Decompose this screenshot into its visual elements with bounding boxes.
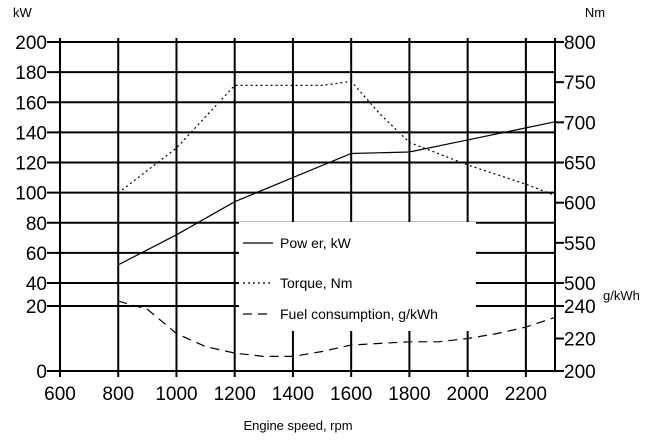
right-tick-label: 600 (564, 194, 596, 215)
series-line-dotted (117, 80, 556, 196)
left-tick-label: 120 (15, 154, 47, 175)
legend-label: Fuel consumption, g/kWh (280, 306, 438, 322)
legend: Pow er, kW Torque, Nm Fuel consumption, g/… (243, 235, 438, 322)
x-tick-label: 600 (44, 384, 76, 405)
right-axis-unit-label: Nm (585, 5, 605, 20)
x-tick-label: 1000 (155, 384, 197, 405)
x-tick-label: 2200 (505, 384, 547, 405)
legend-box (239, 222, 476, 331)
left-tick-label: 140 (15, 123, 47, 144)
right-bottom-tick-label: 220 (564, 330, 596, 351)
right-tick-label: 750 (564, 73, 596, 94)
left-tick-label: 80 (26, 214, 47, 235)
left-tick-label: 40 (26, 274, 47, 295)
legend-label: Torque, Nm (280, 275, 352, 291)
x-axis-label: Engine speed, rpm (243, 418, 352, 433)
tick-labels: 600 800 1000 1200 1400 1600 1800 2000 2200200180… (15, 33, 595, 405)
right-tick-label: 800 (564, 33, 596, 54)
left-tick-label: 60 (26, 244, 47, 265)
x-tick-label: 1400 (272, 384, 314, 405)
left-axis-unit-label: kW (13, 5, 33, 20)
right-bottom-tick-label: 200 (564, 362, 596, 383)
right-bottom-axis-unit-label: g/kWh (603, 288, 640, 303)
axes (47, 38, 564, 377)
x-tick-label: 1600 (330, 384, 372, 405)
series-line-solid (117, 121, 556, 266)
x-tick-label: 1200 (214, 384, 256, 405)
right-tick-label: 700 (564, 113, 596, 134)
left-tick-label: 160 (15, 93, 47, 114)
left-bottom-tick-label: 0 (36, 362, 47, 383)
x-tick-label: 1800 (388, 384, 430, 405)
legend-label: Pow er, kW (280, 235, 352, 251)
series-lines (117, 80, 556, 357)
left-bottom-tick-label: 20 (26, 297, 47, 318)
legend-background (239, 222, 476, 331)
series-line-dashed (118, 300, 556, 357)
right-tick-label: 550 (564, 234, 596, 255)
x-tick-label: 2000 (447, 384, 489, 405)
x-tick-label: 800 (102, 384, 134, 405)
right-tick-label: 650 (564, 154, 596, 175)
left-tick-label: 180 (15, 63, 47, 84)
left-tick-label: 200 (15, 33, 47, 54)
right-tick-label: 500 (564, 274, 596, 295)
right-bottom-tick-label: 240 (564, 297, 596, 318)
left-tick-label: 100 (15, 184, 47, 205)
